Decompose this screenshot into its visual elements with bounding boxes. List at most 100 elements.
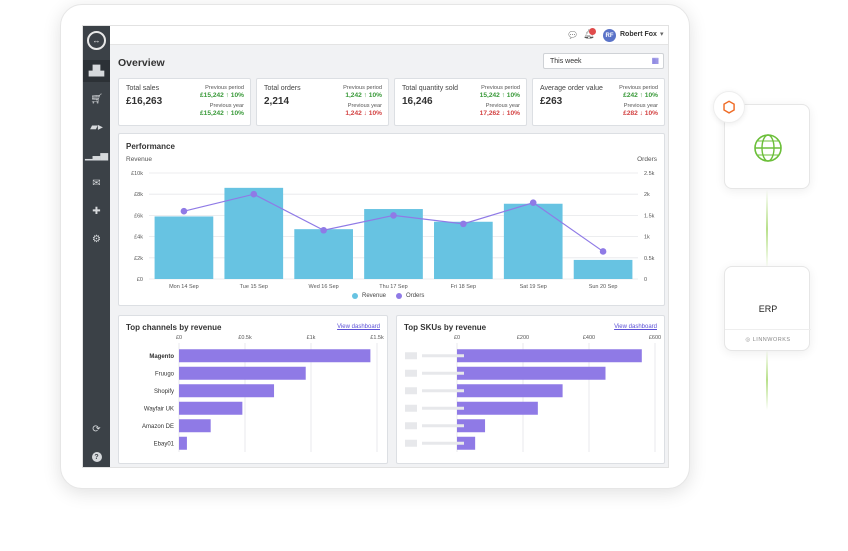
top-channels-view-dashboard-link[interactable]: View dashboard xyxy=(337,324,380,330)
kpi-prev-year: 17,262 ↓ 10% xyxy=(480,110,520,117)
puzzle-icon: ✚ xyxy=(92,205,101,217)
sidebar-item-integrations[interactable]: ✚ xyxy=(83,200,110,222)
revenue-bar xyxy=(179,401,243,415)
kpi-value: 16,246 xyxy=(402,96,433,107)
kpi-card[interactable]: Total orders 2,214 Previous period 1,242… xyxy=(256,78,389,126)
truck-icon: ▰▸ xyxy=(90,121,103,133)
kpi-prev-year-value: £282 xyxy=(623,110,638,117)
sidebar-item-messages[interactable]: ✉ xyxy=(83,172,110,194)
erp-brand: LINNWORKS xyxy=(752,337,791,343)
x-tick: £0 xyxy=(176,335,182,341)
kpi-prev-period-change: ↑ 10% xyxy=(363,92,382,99)
integration-erp-card[interactable]: ERP ◎ LINNWORKS xyxy=(724,266,811,351)
gear-icon: ⚙ xyxy=(92,233,101,245)
chevron-down-icon[interactable]: ▾ xyxy=(660,31,664,38)
revenue-bar xyxy=(179,366,306,380)
performance-card: Performance Revenue Orders £0 £2k £4k £6k £8… xyxy=(118,133,665,306)
x-tick-label: Sat 19 Sep xyxy=(520,284,547,290)
kpi-prev-year: 1,242 ↓ 10% xyxy=(345,110,382,117)
y-right-tick: 1.5k xyxy=(644,213,655,219)
sku-thumbnail-placeholder xyxy=(405,352,417,360)
kpi-prev-period-label: Previous period xyxy=(343,85,382,91)
kpi-prev-period-label: Previous period xyxy=(205,85,244,91)
revenue-bar xyxy=(179,349,371,363)
x-tick: £200 xyxy=(517,335,529,341)
sidebar-item-reports[interactable]: ▁▃▅ xyxy=(83,144,110,166)
top-skus-view-dashboard-link[interactable]: View dashboard xyxy=(614,324,657,330)
performance-chart: £0 £2k £4k £6k £8k £10k 0 0.5k 1k 1.5k 2k 2.5k Mon 1… xyxy=(131,171,655,290)
kpi-card[interactable]: Average order value £263 Previous period… xyxy=(532,78,665,126)
performance-title: Performance xyxy=(126,142,175,151)
kpi-prev-period: £15,242 ↑ 10% xyxy=(200,92,244,99)
connector-line-top xyxy=(766,190,768,268)
kpi-card[interactable]: Total sales £16,263 Previous period £15,… xyxy=(118,78,251,126)
kpi-prev-year: £282 ↓ 10% xyxy=(623,110,658,117)
top-channels-chart: £0 £0.5k £1k £1.5k Magento Fruugo Shopify Wayfa… xyxy=(142,335,384,452)
kpi-prev-period-value: £242 xyxy=(623,92,638,99)
avatar[interactable]: RF xyxy=(603,29,616,42)
kpi-prev-period-value: 1,242 xyxy=(345,92,362,99)
sidebar-item-dashboard[interactable]: ▟▙ xyxy=(83,60,110,82)
sync-icon: ⟳ xyxy=(92,423,101,435)
envelope-icon: ✉ xyxy=(92,177,101,189)
x-tick-label: Sun 20 Sep xyxy=(589,284,618,290)
sidebar-item-settings[interactable]: ⚙ xyxy=(83,228,110,250)
kpi-title: Total sales xyxy=(126,85,160,92)
legend-orders-swatch xyxy=(396,293,403,299)
orders-point xyxy=(390,212,397,219)
kpi-value: £16,263 xyxy=(126,96,163,107)
kpi-prev-period-value: £15,242 xyxy=(199,92,224,99)
kpi-value: £263 xyxy=(540,96,563,107)
kpi-prev-period-label: Previous period xyxy=(619,85,658,91)
y-left-tick: £4k xyxy=(134,235,143,241)
globe-icon xyxy=(754,134,782,162)
category-label: Amazon DE xyxy=(142,424,174,430)
user-name[interactable]: Robert Fox xyxy=(620,31,657,38)
kpi-prev-period: £242 ↑ 10% xyxy=(623,92,658,99)
revenue-bar xyxy=(364,209,423,279)
revenue-bar xyxy=(457,419,486,433)
kpi-prev-year-label: Previous year xyxy=(209,103,244,109)
x-tick: £400 xyxy=(583,335,595,341)
cart-icon: 🛒︎ xyxy=(90,93,103,105)
app-screen: ↔ ▟▙ 🛒︎ ▰▸ ▁▃▅ ✉ ✚ ⚙ ⟳ ? 💬︎ 🔔︎ RF Robert… xyxy=(82,25,669,468)
x-tick-label: Fri 18 Sep xyxy=(451,284,476,290)
sidebar-item-shipping[interactable]: ▰▸ xyxy=(83,116,110,138)
top-skus-chart: £0 £200 £400 £600 xyxy=(405,335,661,452)
sku-name-placeholder xyxy=(422,354,464,358)
connector-line-bottom xyxy=(766,350,768,410)
bell-icon[interactable]: 🔔︎ xyxy=(583,29,595,39)
orders-point xyxy=(599,248,607,255)
kpi-prev-year-label: Previous year xyxy=(347,103,382,109)
help-icon: ? xyxy=(91,452,102,462)
kpi-prev-period: 1,242 ↑ 10% xyxy=(345,92,382,99)
sidebar-item-sync[interactable]: ⟳ xyxy=(83,418,110,440)
y-right-label: Orders xyxy=(637,156,657,163)
revenue-bar xyxy=(179,419,211,433)
category-label: Shopify xyxy=(154,389,174,395)
kpi-prev-period-change: ↑ 10% xyxy=(225,92,244,99)
legend-revenue-swatch xyxy=(352,293,358,299)
y-right-tick: 2.5k xyxy=(644,171,655,177)
kpi-prev-period-value: 15,242 xyxy=(479,92,500,99)
sidebar-item-orders[interactable]: 🛒︎ xyxy=(83,88,110,110)
sidebar-item-help[interactable]: ? xyxy=(83,446,110,467)
kpi-card[interactable]: Total quantity sold 16,246 Previous peri… xyxy=(394,78,527,126)
kpi-prev-period-label: Previous period xyxy=(481,85,520,91)
logo-icon[interactable]: ↔ xyxy=(87,31,106,50)
kpi-prev-year-value: £15,242 xyxy=(199,110,224,117)
period-select[interactable]: This week ▦ xyxy=(543,53,664,69)
linnworks-logo: ◎ LINNWORKS xyxy=(745,337,791,343)
y-left-tick: £8k xyxy=(134,192,143,198)
sku-name-placeholder xyxy=(422,371,464,375)
chart-legend: Revenue Orders xyxy=(352,293,424,299)
kpi-title: Average order value xyxy=(540,85,603,92)
kpi-prev-year-label: Previous year xyxy=(623,103,658,109)
category-label: Fruugo xyxy=(155,371,175,377)
category-label: Wayfair UK xyxy=(144,406,174,412)
sku-thumbnail-placeholder xyxy=(405,439,417,447)
chat-icon[interactable]: 💬︎ xyxy=(567,30,579,40)
magento-icon[interactable]: ⬡ xyxy=(713,91,745,123)
notification-badge xyxy=(589,28,596,35)
category-label: Magento xyxy=(149,354,174,360)
